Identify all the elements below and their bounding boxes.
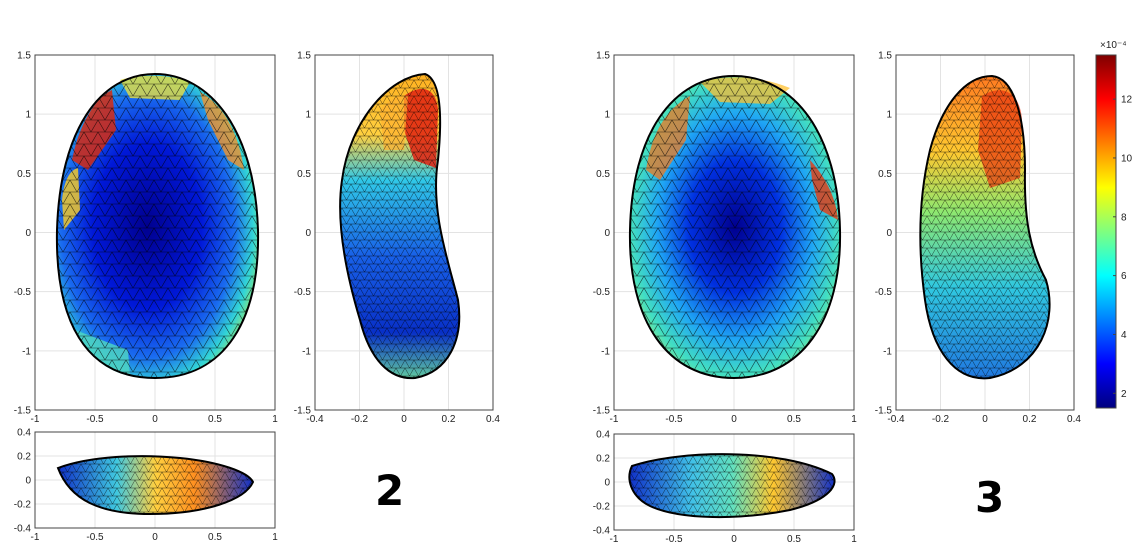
x-tick-label: 1 bbox=[272, 414, 278, 425]
y-tick-label: -0.2 bbox=[14, 500, 32, 511]
y-tick-label: -1 bbox=[302, 346, 311, 357]
set3-side-panel bbox=[895, 54, 1075, 411]
x-tick-label: 0.2 bbox=[442, 414, 456, 425]
colorbar-tick-label: 4 bbox=[1121, 330, 1127, 341]
colorbar-tick-label: 2 bbox=[1121, 389, 1127, 400]
y-tick-label: 1.5 bbox=[878, 51, 892, 62]
y-tick-label: 1.5 bbox=[297, 51, 311, 62]
x-tick-label: -0.2 bbox=[351, 414, 369, 425]
x-tick-label: -0.4 bbox=[306, 414, 324, 425]
colorbar-exponent: ×10⁻⁴ bbox=[1100, 40, 1127, 51]
y-tick-label: -0.5 bbox=[593, 287, 611, 298]
y-tick-label: 0 bbox=[604, 228, 610, 239]
colorbar-tick-label: 6 bbox=[1121, 271, 1127, 282]
set3-side-shape bbox=[919, 74, 1051, 380]
x-tick-label: 0 bbox=[152, 414, 158, 425]
y-tick-label: 0 bbox=[604, 478, 610, 489]
y-tick-label: -1 bbox=[22, 346, 31, 357]
colorbar-gradient bbox=[1095, 54, 1117, 409]
x-tick-label: -1 bbox=[31, 414, 40, 425]
y-tick-label: -1.5 bbox=[294, 406, 312, 417]
y-tick-label: 0 bbox=[25, 228, 31, 239]
set3-front-panel bbox=[613, 54, 855, 411]
x-tick-label: 1 bbox=[851, 414, 857, 425]
x-tick-label: -1 bbox=[31, 532, 40, 543]
colorbar-tick-label: 12 bbox=[1121, 95, 1133, 106]
y-tick-label: 0.5 bbox=[297, 169, 311, 180]
y-tick-label: -0.4 bbox=[14, 524, 32, 535]
x-tick-label: 1 bbox=[851, 534, 857, 545]
x-tick-label: 0 bbox=[731, 414, 737, 425]
label-set-3: 3 bbox=[975, 473, 1004, 522]
set3-top-panel bbox=[613, 433, 855, 531]
set2-side-panel bbox=[314, 54, 494, 411]
y-tick-label: -1.5 bbox=[14, 406, 32, 417]
y-tick-label: 1 bbox=[604, 110, 610, 121]
y-tick-label: 0 bbox=[25, 476, 31, 487]
set2-side-shape bbox=[339, 72, 461, 380]
y-tick-label: -0.5 bbox=[14, 287, 32, 298]
y-tick-label: 0.2 bbox=[17, 452, 31, 463]
set2-front-shape bbox=[55, 72, 260, 380]
x-tick-label: -0.5 bbox=[665, 534, 683, 545]
y-tick-label: 0.5 bbox=[596, 169, 610, 180]
y-tick-label: 0 bbox=[305, 228, 311, 239]
y-tick-label: 0.5 bbox=[878, 169, 892, 180]
y-tick-label: -0.2 bbox=[593, 502, 611, 513]
x-tick-label: -0.5 bbox=[86, 414, 104, 425]
x-tick-label: 0 bbox=[982, 414, 988, 425]
y-tick-label: 0 bbox=[886, 228, 892, 239]
y-tick-label: 1.5 bbox=[17, 51, 31, 62]
y-tick-label: -0.5 bbox=[875, 287, 893, 298]
set3-front-shape bbox=[628, 74, 842, 380]
colorbar: ×10⁻⁴ 12 10 8 6 4 2 bbox=[1095, 40, 1133, 409]
x-tick-label: 0.5 bbox=[208, 532, 222, 543]
set2-front-panel bbox=[34, 54, 276, 411]
x-tick-label: 0.5 bbox=[208, 414, 222, 425]
y-tick-label: 1.5 bbox=[596, 51, 610, 62]
x-tick-label: 0.4 bbox=[1067, 414, 1081, 425]
y-tick-label: 1 bbox=[305, 110, 311, 121]
y-tick-label: -1 bbox=[883, 346, 892, 357]
y-tick-label: 1 bbox=[886, 110, 892, 121]
y-tick-label: -1.5 bbox=[593, 406, 611, 417]
x-tick-label: -0.2 bbox=[932, 414, 950, 425]
y-tick-label: 0.4 bbox=[17, 428, 31, 439]
x-tick-label: 0 bbox=[152, 532, 158, 543]
x-tick-label: 0 bbox=[401, 414, 407, 425]
y-tick-label: 0.4 bbox=[596, 430, 610, 441]
x-tick-label: -0.5 bbox=[86, 532, 104, 543]
x-tick-label: 1 bbox=[272, 532, 278, 543]
x-tick-label: 0.4 bbox=[486, 414, 500, 425]
x-tick-label: -0.4 bbox=[887, 414, 905, 425]
colorbar-tick-label: 10 bbox=[1121, 153, 1133, 164]
y-tick-label: -1.5 bbox=[875, 406, 893, 417]
y-tick-label: -0.4 bbox=[593, 526, 611, 537]
x-tick-label: 0.5 bbox=[787, 534, 801, 545]
x-tick-label: -1 bbox=[610, 414, 619, 425]
x-tick-label: -0.5 bbox=[665, 414, 683, 425]
x-tick-label: 0.2 bbox=[1023, 414, 1037, 425]
set2-top-panel bbox=[34, 431, 276, 529]
y-tick-label: 0.5 bbox=[17, 169, 31, 180]
label-set-2: 2 bbox=[375, 466, 404, 515]
set3-top-shape bbox=[628, 453, 836, 519]
y-tick-label: -0.5 bbox=[294, 287, 312, 298]
y-tick-label: 1 bbox=[25, 110, 31, 121]
x-tick-label: 0 bbox=[731, 534, 737, 545]
set2-top-shape bbox=[56, 455, 255, 516]
colorbar-tick-label: 8 bbox=[1121, 212, 1127, 223]
x-tick-label: 0.5 bbox=[787, 414, 801, 425]
y-tick-label: 0.2 bbox=[596, 454, 610, 465]
y-tick-label: -1 bbox=[601, 346, 610, 357]
x-tick-label: -1 bbox=[610, 534, 619, 545]
